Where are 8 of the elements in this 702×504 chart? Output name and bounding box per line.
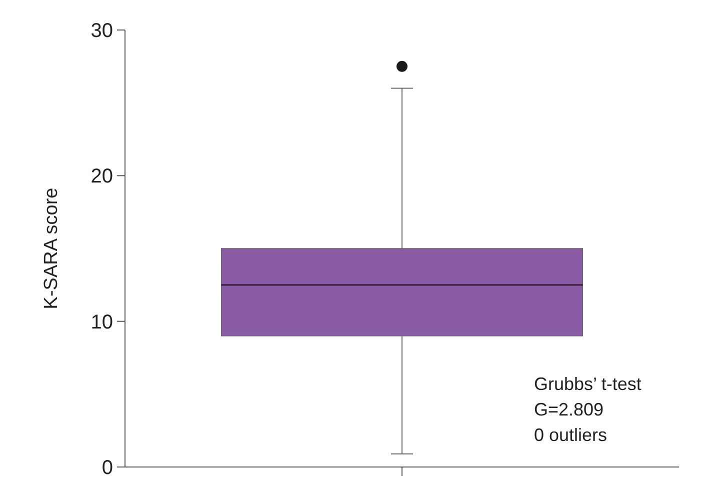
annotation: G=2.809 [534, 400, 604, 420]
y-tick-label: 0 [102, 457, 113, 479]
y-tick-label: 20 [90, 166, 113, 188]
y-tick-label: 30 [90, 20, 113, 42]
y-tick-label: 10 [90, 311, 113, 334]
annotation: 0 outliers [534, 425, 608, 445]
annotation: Grubbs’ t-test [534, 374, 642, 394]
y-axis-title: K-SARA score [41, 188, 62, 310]
